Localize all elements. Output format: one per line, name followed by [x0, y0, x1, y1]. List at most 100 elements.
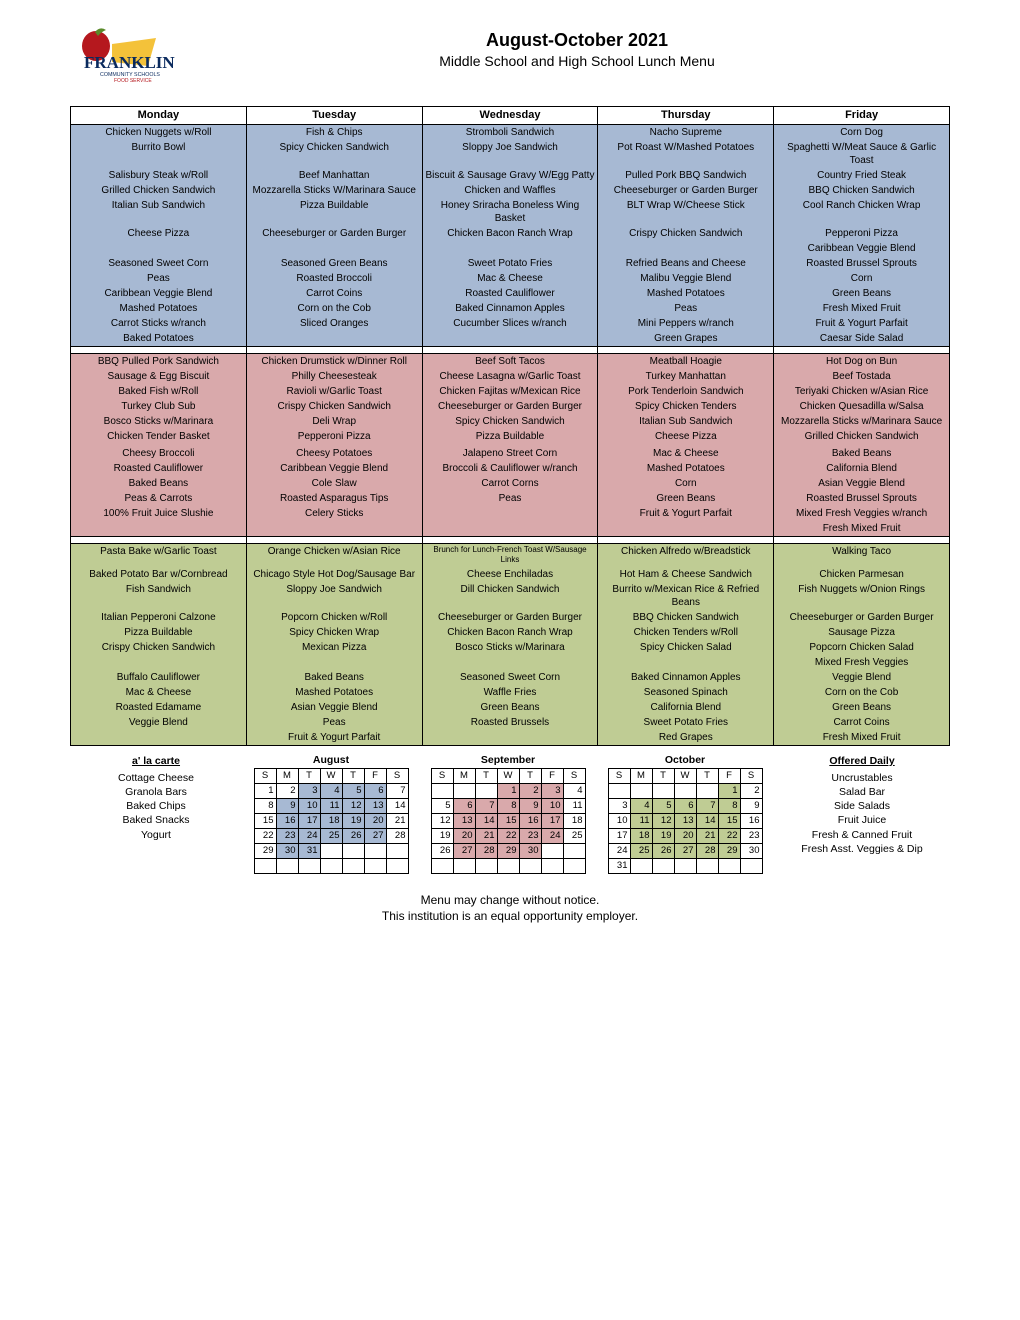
menu-cell: Bosco Sticks w/Marinara: [71, 414, 247, 429]
cal-day: 18: [630, 828, 652, 843]
cal-day-header: W: [497, 768, 519, 783]
alacarte-heading: a' la carte: [70, 754, 242, 768]
cal-day: 27: [364, 828, 386, 843]
menu-cell: Cheesy Broccoli: [71, 446, 247, 461]
cal-day: [342, 843, 364, 858]
day-header: Monday: [71, 107, 247, 125]
cal-day: 31: [298, 843, 320, 858]
offered-heading: Offered Daily: [774, 754, 950, 768]
offered-item: Fresh Asst. Veggies & Dip: [774, 842, 950, 856]
cal-day-header: W: [674, 768, 696, 783]
cal-day: 1: [497, 783, 519, 798]
cal-day: 16: [276, 813, 298, 828]
cal-day: 1: [254, 783, 276, 798]
cal-day-header: M: [276, 768, 298, 783]
menu-cell: Italian Sub Sandwich: [598, 414, 774, 429]
menu-cell: Fresh Mixed Fruit: [774, 301, 950, 316]
cal-day-header: F: [541, 768, 563, 783]
menu-cell: [71, 521, 247, 537]
menu-cell: Crispy Chicken Sandwich: [71, 640, 247, 655]
cal-day: 12: [431, 813, 453, 828]
menu-cell: Cucumber Slices w/ranch: [422, 316, 598, 331]
menu-cell: Pot Roast W/Mashed Potatoes: [598, 140, 774, 168]
cal-day: 3: [541, 783, 563, 798]
cal-day: [497, 858, 519, 873]
menu-cell: BBQ Chicken Sandwich: [774, 183, 950, 198]
menu-cell: Stromboli Sandwich: [422, 125, 598, 141]
menu-cell: Fish Sandwich: [71, 582, 247, 610]
menu-cell: [422, 506, 598, 521]
cal-day: 11: [563, 798, 585, 813]
cal-day: 30: [276, 843, 298, 858]
menu-cell: Corn: [598, 476, 774, 491]
menu-cell: Cheeseburger or Garden Burger: [598, 183, 774, 198]
menu-cell: Cheese Pizza: [598, 429, 774, 444]
menu-cell: Fruit & Yogurt Parfait: [246, 730, 422, 746]
menu-cell: Grilled Chicken Sandwich: [774, 429, 950, 444]
menu-cell: Baked Fish w/Roll: [71, 384, 247, 399]
menu-cell: Sausage & Egg Biscuit: [71, 369, 247, 384]
calendar-name: September: [431, 754, 586, 768]
menu-cell: Corn on the Cob: [246, 301, 422, 316]
menu-cell: Honey Sriracha Boneless Wing Basket: [422, 198, 598, 226]
cal-day: 29: [254, 843, 276, 858]
menu-cell: Waffle Fries: [422, 685, 598, 700]
menu-cell: Roasted Cauliflower: [422, 286, 598, 301]
menu-cell: Peas: [246, 715, 422, 730]
cal-day: 13: [364, 798, 386, 813]
cal-day: [541, 858, 563, 873]
menu-cell: Chicken Fajitas w/Mexican Rice: [422, 384, 598, 399]
title-block: August-October 2021 Middle School and Hi…: [204, 26, 950, 69]
menu-cell: Hot Ham & Cheese Sandwich: [598, 567, 774, 582]
menu-cell: Turkey Club Sub: [71, 399, 247, 414]
menu-cell: Cheeseburger or Garden Burger: [422, 610, 598, 625]
cal-day: 29: [497, 843, 519, 858]
menu-cell: [246, 241, 422, 256]
cal-day: 14: [475, 813, 497, 828]
menu-cell: Roasted Cauliflower: [71, 461, 247, 476]
cal-day: [364, 858, 386, 873]
menu-cell: [246, 331, 422, 347]
cal-day: 18: [320, 813, 342, 828]
day-header: Tuesday: [246, 107, 422, 125]
menu-cell: Turkey Manhattan: [598, 369, 774, 384]
menu-cell: Sliced Oranges: [246, 316, 422, 331]
cal-day: 13: [453, 813, 475, 828]
menu-cell: Salisbury Steak w/Roll: [71, 168, 247, 183]
menu-cell: Fish & Chips: [246, 125, 422, 141]
cal-day: 12: [342, 798, 364, 813]
menu-cell: Brunch for Lunch-French Toast W/Sausage …: [422, 544, 598, 567]
menu-cell: Peas: [422, 491, 598, 506]
menu-cell: Green Beans: [422, 700, 598, 715]
menu-cell: Sweet Potato Fries: [598, 715, 774, 730]
cal-day: 22: [497, 828, 519, 843]
cal-day: 23: [276, 828, 298, 843]
menu-cell: Cheeseburger or Garden Burger: [422, 399, 598, 414]
cal-day: [342, 858, 364, 873]
menu-cell: Malibu Veggie Blend: [598, 271, 774, 286]
menu-cell: Pork Tenderloin Sandwich: [598, 384, 774, 399]
menu-cell: Chicken Tender Basket: [71, 429, 247, 444]
footer-line-2: This institution is an equal opportunity…: [70, 908, 950, 924]
menu-cell: Biscuit & Sausage Gravy W/Egg Patty: [422, 168, 598, 183]
menu-cell: Fruit & Yogurt Parfait: [598, 506, 774, 521]
calendar-name: October: [608, 754, 763, 768]
cal-day: 10: [541, 798, 563, 813]
menu-cell: Roasted Brussel Sprouts: [774, 491, 950, 506]
menu-cell: Asian Veggie Blend: [246, 700, 422, 715]
bottom-section: a' la carteCottage CheeseGranola BarsBak…: [70, 754, 950, 874]
cal-day: [453, 783, 475, 798]
cal-day-header: T: [652, 768, 674, 783]
menu-cell: Spicy Chicken Sandwich: [422, 414, 598, 429]
cal-day: 25: [630, 843, 652, 858]
cal-day: 26: [431, 843, 453, 858]
alacarte-item: Granola Bars: [70, 785, 242, 799]
menu-cell: Sweet Potato Fries: [422, 256, 598, 271]
menu-cell: Mixed Fresh Veggies: [774, 655, 950, 670]
cal-day-header: T: [475, 768, 497, 783]
cal-day: 17: [541, 813, 563, 828]
menu-cell: Chicken Parmesan: [774, 567, 950, 582]
cal-day: [431, 783, 453, 798]
menu-cell: Green Beans: [774, 286, 950, 301]
menu-cell: Mozzarella Sticks w/Marinara Sauce: [774, 414, 950, 429]
